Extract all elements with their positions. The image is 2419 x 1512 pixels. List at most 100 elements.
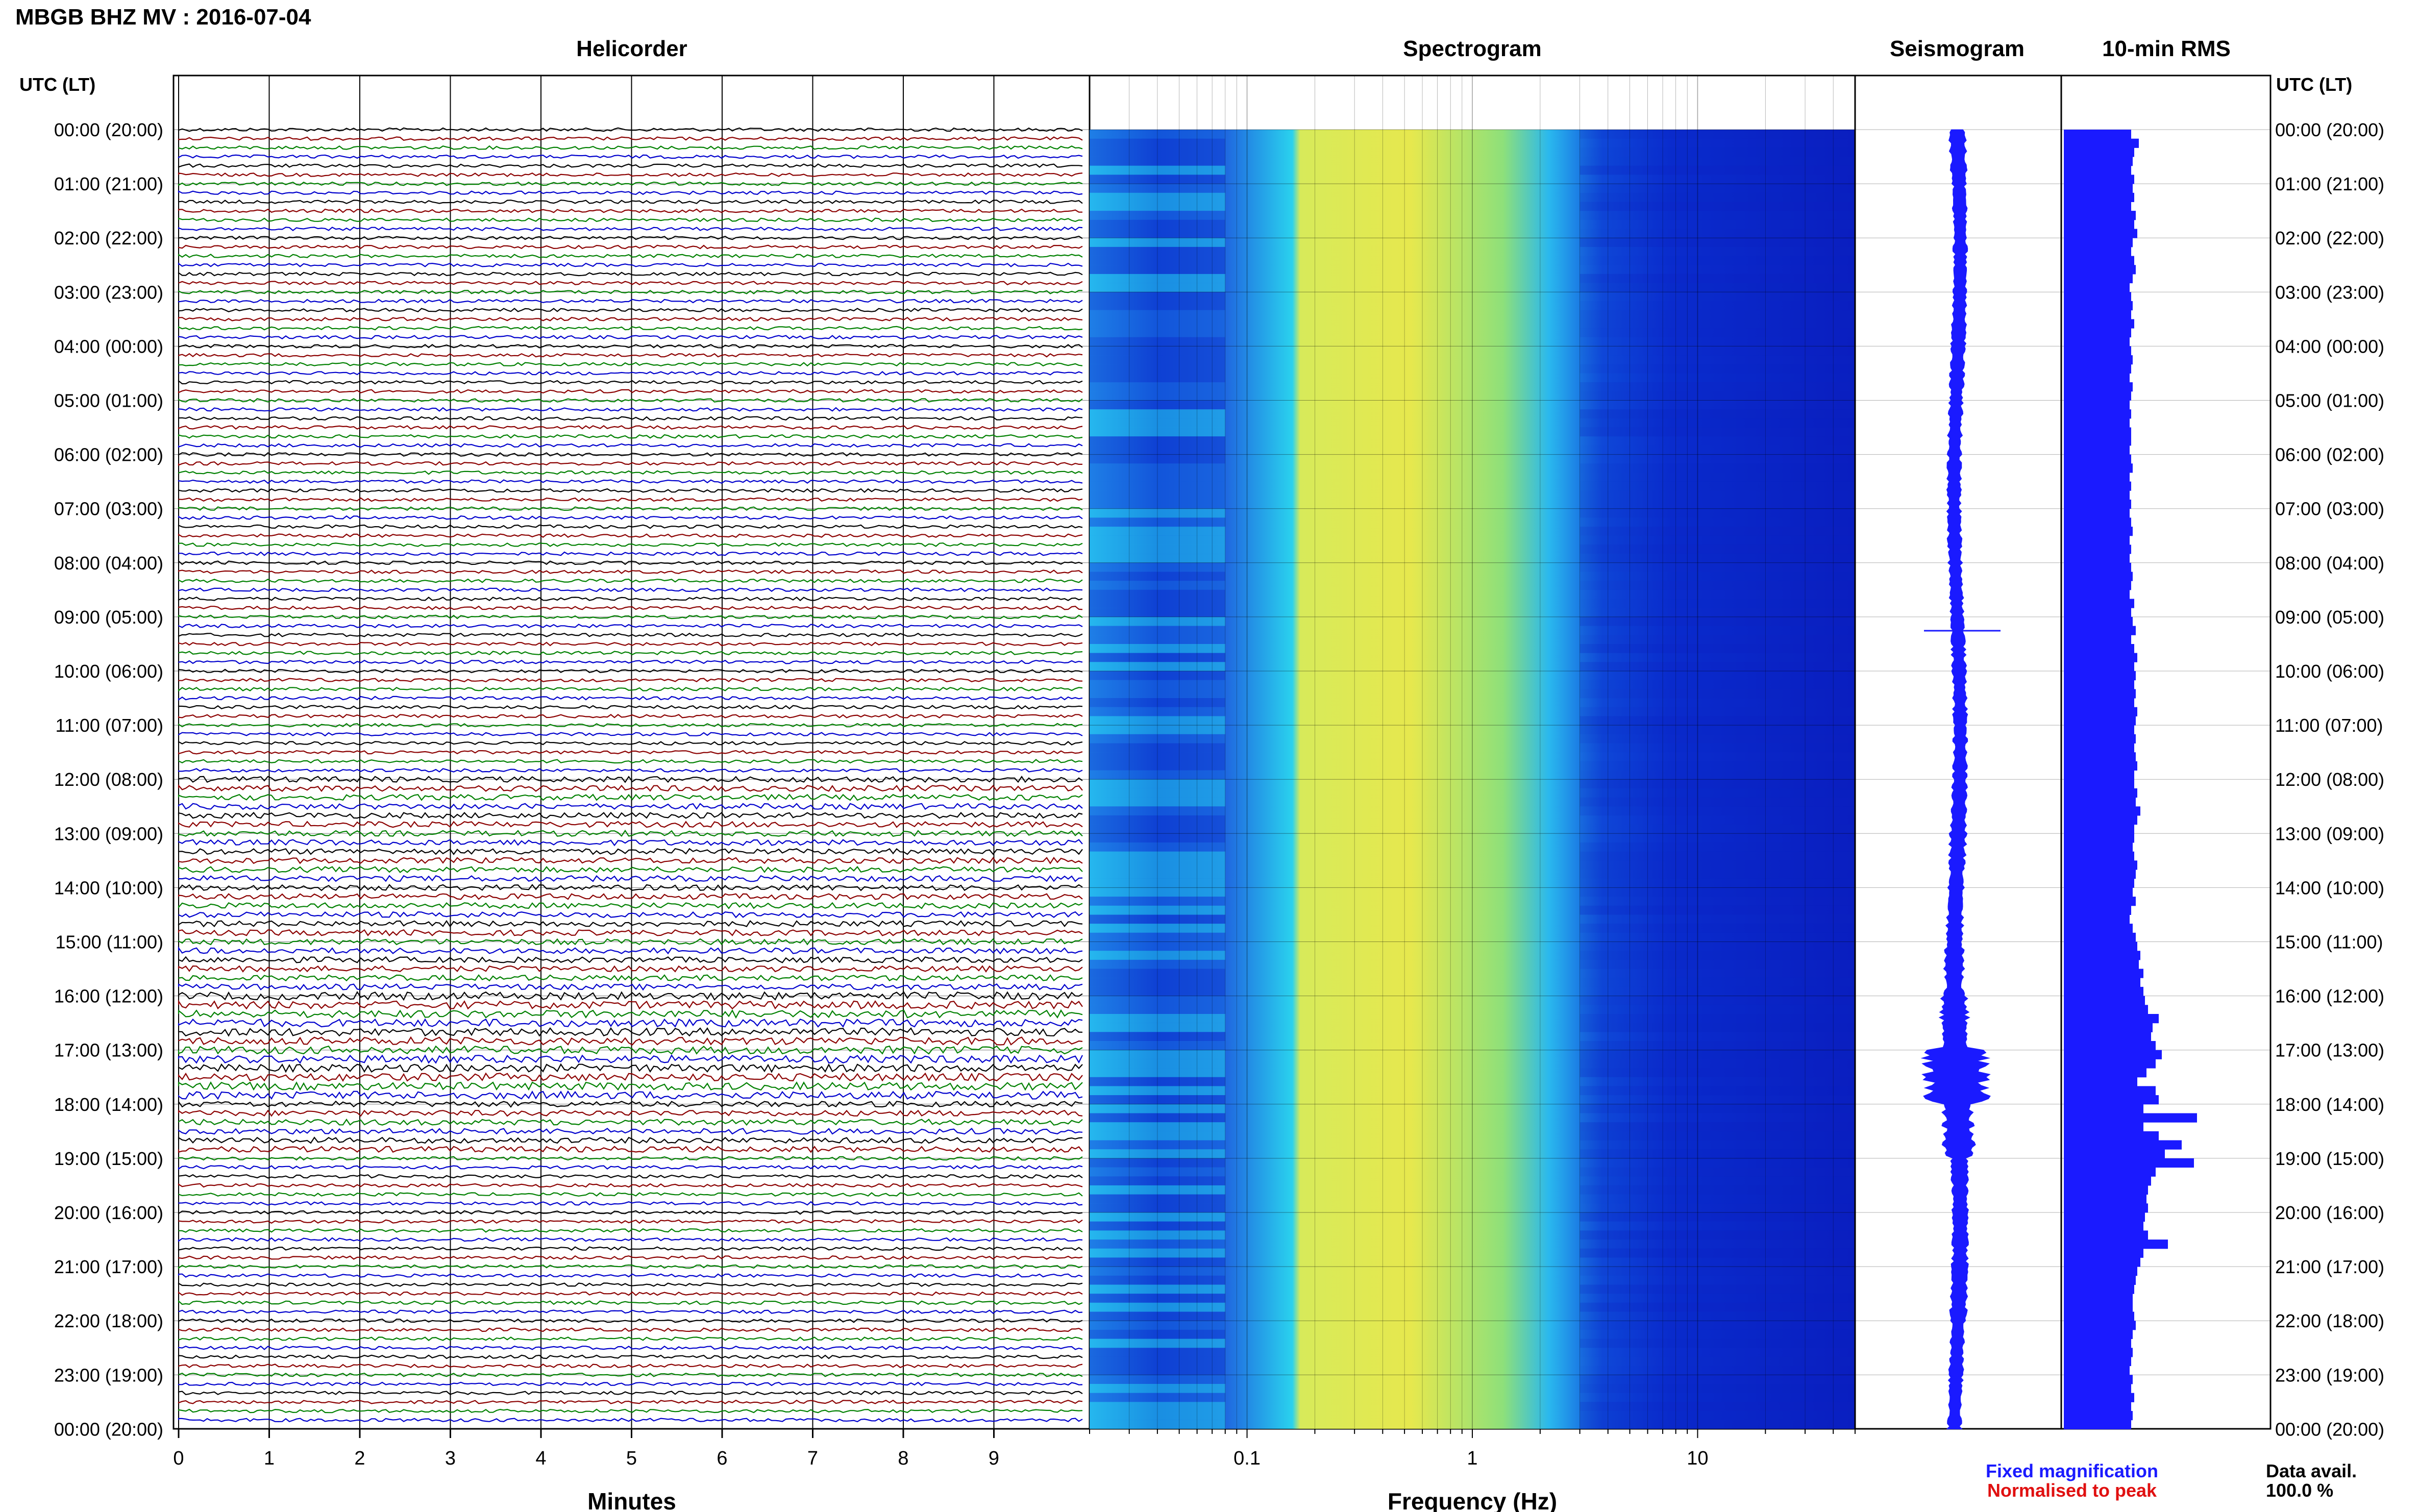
helicorder-trace (178, 811, 1083, 819)
spectrogram-band (1090, 500, 1225, 509)
spectrogram-band (1579, 165, 1855, 175)
spectrogram-band (1579, 599, 1855, 608)
helicorder-trace (178, 1119, 1083, 1126)
spectrogram-band (1090, 1240, 1225, 1249)
rms-bar (2064, 1050, 2162, 1059)
helicorder-trace (178, 470, 1083, 475)
helicorder-trace (178, 569, 1083, 574)
spectrogram-band (1090, 905, 1225, 915)
spectrogram-band (1090, 680, 1225, 689)
rms-bar (2064, 653, 2137, 662)
helicorder-trace (178, 163, 1083, 168)
spectrogram-band (1090, 490, 1225, 500)
spectrogram-band (1090, 725, 1225, 734)
rms-bar (2064, 130, 2131, 139)
rms-bar (2064, 1348, 2133, 1357)
spectrogram-band (1579, 1185, 1855, 1195)
spectrogram-band (1579, 1140, 1855, 1150)
spectrogram-band (1579, 815, 1855, 825)
spectrogram-band (1579, 914, 1855, 924)
row-label-right: 14:00 (10:00) (2275, 877, 2384, 898)
spectrogram-panel: 0.1 1 10 (1089, 75, 1856, 1469)
rms-bar (2064, 1023, 2153, 1032)
spectrogram-band (1579, 1275, 1855, 1285)
spectrogram-band (1090, 1267, 1225, 1276)
rms-bar (2064, 662, 2134, 672)
spectrogram-band (1090, 1221, 1225, 1231)
spectrogram-band (1579, 1122, 1855, 1131)
seismogram-trace (1920, 129, 1991, 1429)
rms-bar (2064, 184, 2133, 193)
spectrogram-band (1579, 1194, 1855, 1204)
rms-bar (2064, 138, 2139, 148)
spectrogram-band (1090, 1149, 1225, 1158)
helicorder-trace (178, 938, 1083, 946)
row-label-left: 22:00 (18:00) (54, 1310, 163, 1331)
helicorder-trace (178, 605, 1083, 610)
rms-bar (2064, 1384, 2131, 1394)
spectrogram-band (1579, 581, 1855, 590)
helicorder-xtick-label: 0 (173, 1448, 184, 1469)
spectrogram-band (1090, 544, 1225, 554)
spectrogram-band (1579, 500, 1855, 509)
rms-bar (2064, 400, 2130, 410)
rms-bar (2064, 581, 2131, 590)
row-label-left: 04:00 (00:00) (54, 336, 163, 357)
rms-panel (2060, 75, 2272, 1430)
spectrogram-band (1579, 463, 1855, 473)
figure-title: MBGB BHZ MV : 2016-07-04 (15, 5, 311, 30)
rms-bar (2064, 202, 2131, 211)
spectrogram-band (1090, 842, 1225, 852)
spectrogram-band (1579, 986, 1855, 996)
helicorder-trace (178, 1364, 1083, 1369)
helicorder-xtick-label: 7 (807, 1448, 818, 1469)
spectrogram-band (1090, 1122, 1225, 1131)
rms-bar (2064, 788, 2137, 798)
helicorder-xtick-label: 9 (989, 1448, 999, 1469)
rms-bar (2064, 1068, 2146, 1078)
rms-bar (2064, 671, 2136, 681)
helicorder-trace (178, 353, 1083, 358)
legend-fixed-magnification: Fixed magnification (1986, 1460, 2158, 1481)
spectrogram-band (1090, 409, 1225, 418)
spectrogram-band (1579, 1366, 1855, 1375)
spectrogram-band (1090, 1230, 1225, 1240)
helicorder-trace (178, 407, 1083, 412)
helicorder-trace (178, 1192, 1083, 1197)
spectrogram-band (1579, 978, 1855, 987)
rms-bar (2064, 562, 2131, 572)
rms-bar (2064, 418, 2130, 428)
row-label-right: 17:00 (13:00) (2275, 1040, 2384, 1061)
spectrogram-band (1090, 779, 1225, 788)
spectrogram-band (1090, 716, 1225, 726)
spectrogram-band (1579, 508, 1855, 518)
rms-bar (2064, 1366, 2130, 1375)
rms-bar (2064, 319, 2134, 329)
spectrogram-band (1090, 1032, 1225, 1041)
spectrogram-title: Spectrogram (1403, 36, 1541, 61)
helicorder-trace (178, 803, 1083, 810)
helicorder-trace (178, 1318, 1083, 1323)
helicorder-trace (178, 668, 1083, 674)
rms-bar (2064, 1086, 2156, 1096)
spectrogram-band (1090, 147, 1225, 157)
spectrogram-xtick-label: 10 (1687, 1448, 1708, 1469)
spectrogram-band (1090, 924, 1225, 933)
row-label-left: 09:00 (05:00) (54, 607, 163, 628)
spectrogram-band (1579, 734, 1855, 743)
spectrogram-band (1579, 1257, 1855, 1267)
rms-bar (2064, 1402, 2131, 1411)
rms-bar (2064, 996, 2145, 1005)
rms-bar (2064, 644, 2134, 654)
spectrogram-band (1579, 932, 1855, 942)
helicorder-trace (178, 281, 1083, 286)
spectrogram-band (1579, 1095, 1855, 1104)
row-label-right: 00:00 (20:00) (2275, 1419, 2384, 1440)
spectrogram-band (1579, 1203, 1855, 1212)
helicorder-trace (178, 839, 1083, 847)
spectrogram-band (1090, 797, 1225, 807)
spectrogram-band (1090, 527, 1225, 536)
helicorder-trace (178, 983, 1083, 991)
spectrogram-band (1090, 463, 1225, 473)
helicorder-trace (178, 714, 1083, 718)
